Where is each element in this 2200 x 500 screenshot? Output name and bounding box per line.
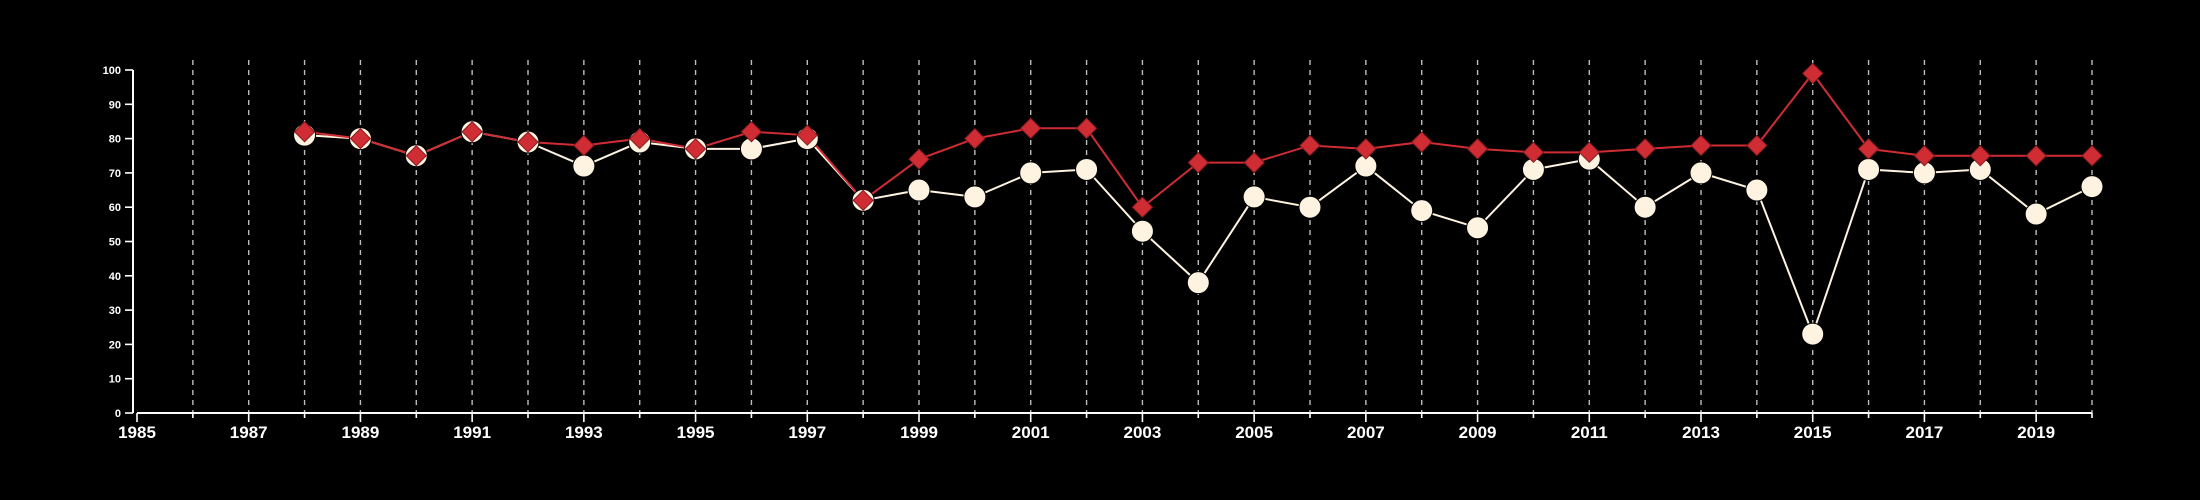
series-2-point <box>684 138 707 160</box>
series-1-point <box>1689 161 1713 185</box>
series-1-point <box>1633 195 1657 219</box>
y-tick-label: 80 <box>109 134 121 146</box>
vertical-gridlines <box>192 60 2093 413</box>
series-2-point <box>1802 62 1824 85</box>
series-1-point <box>1410 199 1434 223</box>
x-tick-label: 2019 <box>2017 423 2055 442</box>
series-2-point <box>1411 131 1433 153</box>
y-tick-label: 0 <box>115 408 121 420</box>
series-2-point <box>740 121 763 143</box>
data-series <box>293 62 2104 346</box>
series-2-point <box>1913 145 1936 167</box>
y-tick-label: 70 <box>109 168 121 180</box>
series-1-point <box>963 185 987 209</box>
x-tick-label: 2009 <box>1459 423 1497 442</box>
x-tick-label: 2001 <box>1012 423 1050 442</box>
x-tick-label: 1999 <box>900 423 938 442</box>
x-tick-label: 2015 <box>1794 423 1832 442</box>
series-2-point <box>1299 134 1321 157</box>
y-tick-label: 100 <box>103 65 121 77</box>
series-1-point <box>1466 216 1490 240</box>
x-tick-label: 2011 <box>1571 423 1608 442</box>
series-1-point <box>1745 178 1769 202</box>
series-2-point <box>1857 138 1880 160</box>
x-tick-label: 2017 <box>1906 423 1944 442</box>
series-1-point <box>1242 185 1266 209</box>
series-2-point <box>796 124 818 146</box>
series-1-point <box>572 154 596 178</box>
series-1-point <box>1130 219 1154 243</box>
series-1-point <box>1186 271 1210 295</box>
series-2-point <box>461 121 483 143</box>
series-1-point <box>2024 202 2048 226</box>
series-2-point <box>1075 117 1098 140</box>
series-2-point <box>1634 138 1656 160</box>
series-2-point <box>1020 117 1042 140</box>
series-2-point <box>1690 134 1712 157</box>
x-tick-label: 1993 <box>565 423 603 442</box>
series-2-point <box>573 134 595 157</box>
series-2-point <box>852 189 874 212</box>
series-2-point <box>964 127 986 150</box>
y-tick-label: 40 <box>109 271 121 283</box>
x-tick-label: 1989 <box>342 423 380 442</box>
y-tick-label: 60 <box>109 202 121 214</box>
series-2-point <box>1522 141 1545 164</box>
series-2-point <box>293 121 316 143</box>
x-tick-label: 2003 <box>1124 423 1162 442</box>
series-2-point <box>629 127 651 150</box>
series-2-point <box>1578 141 1600 164</box>
axes: 1985 1987 1989 1991 1993 1995 1997 1999 2001 2003… <box>103 65 2093 442</box>
series-2-point <box>1243 151 1265 174</box>
x-tick-label: 1987 <box>230 423 268 442</box>
x-tick-label: 2007 <box>1347 423 1385 442</box>
series-1-point <box>1857 157 1881 181</box>
x-tick-label: 1991 <box>453 423 491 442</box>
series-1-point <box>1075 157 1099 181</box>
x-tick-label: 1985 <box>118 423 156 442</box>
series-2-point <box>1131 196 1154 218</box>
series-2-point <box>1187 151 1209 174</box>
series-2-point <box>2081 145 2103 167</box>
series-1-point <box>2080 175 2104 199</box>
series-2-point <box>1355 138 1377 160</box>
series-2-point <box>405 145 427 167</box>
series-2-point <box>349 127 372 150</box>
series-2-point <box>1969 145 1991 167</box>
y-tick-label: 30 <box>109 305 121 317</box>
series-2-point <box>517 131 539 153</box>
series-2-point <box>1466 138 1489 160</box>
x-tick-label: 2005 <box>1235 423 1273 442</box>
y-tick-label: 50 <box>109 237 121 249</box>
y-tick-label: 20 <box>109 339 121 351</box>
series-2-point <box>1746 134 1768 157</box>
series-1-point <box>1801 322 1825 346</box>
series-1-point <box>907 178 931 202</box>
series-2-point <box>908 148 930 170</box>
series-2-point <box>2025 145 2047 167</box>
y-tick-label: 90 <box>109 99 121 111</box>
series-1-point <box>1298 195 1322 219</box>
x-tick-label: 2013 <box>1682 423 1720 442</box>
x-tick-label: 1997 <box>788 423 826 442</box>
y-tick-label: 10 <box>109 374 121 386</box>
x-tick-label: 1995 <box>677 423 715 442</box>
series-1-point <box>1019 161 1043 185</box>
